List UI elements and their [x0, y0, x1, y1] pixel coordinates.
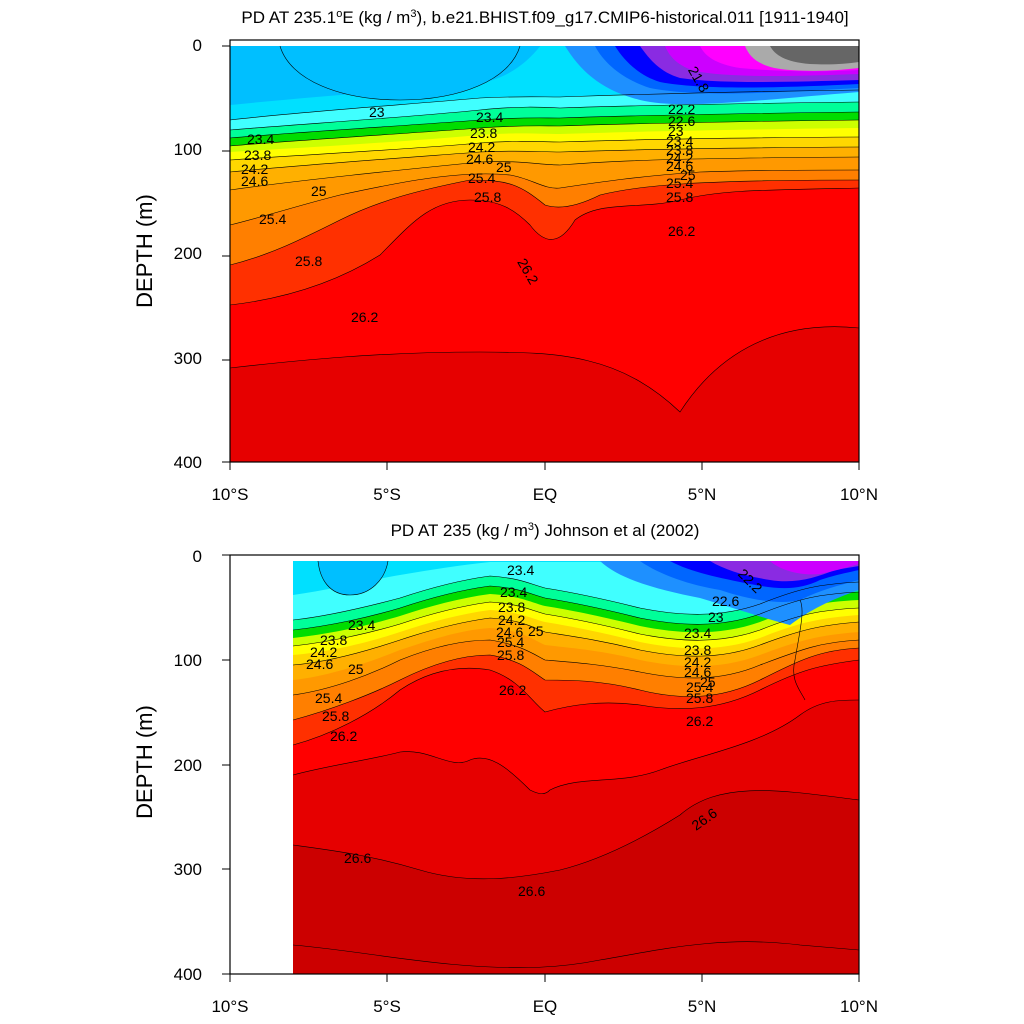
y-tick-label: 0: [193, 547, 202, 566]
contour-label: 24.2: [310, 644, 337, 660]
y-tick-label: 100: [174, 651, 202, 670]
panel-observations: PD AT 235 (kg / m3) Johnson et al (2002): [132, 521, 878, 1016]
contour-label: 24.6: [241, 173, 268, 189]
x-tick-label: EQ: [533, 485, 558, 504]
contour-label: 23.4: [500, 584, 527, 600]
contour-label: 24.6: [306, 656, 333, 672]
contour-label: 25: [680, 167, 696, 183]
contour-label: 26.6: [344, 850, 371, 866]
chart-title-observations: PD AT 235 (kg / m3) Johnson et al (2002): [391, 521, 700, 540]
y-tick-label: 300: [174, 349, 202, 368]
contour-label: 24.2: [684, 654, 711, 670]
contour-label: 23.4: [476, 109, 503, 125]
x-tick-label: 10°S: [211, 997, 248, 1016]
plot-area-model: 23 23.4 23.8 24.2 24.6 25 25.4 25.8 26.2…: [229, 39, 860, 463]
contour-label: 25.8: [686, 690, 713, 706]
contour-label: 24.6: [684, 664, 711, 680]
y-axis-model: 0 100 200 300 400 DEPTH (m): [132, 36, 230, 472]
contour-lines-observations: [293, 561, 859, 969]
x-axis-model: 10°S 5°S EQ 5°N 10°N: [211, 462, 878, 504]
contour-label: 23.4: [507, 562, 534, 578]
contour-label: 26.2: [668, 223, 695, 239]
contour-label: 23: [708, 609, 724, 625]
contour-label: 25.4: [315, 690, 342, 706]
contour-label: 25: [496, 159, 512, 175]
contour-label: 22.6: [668, 113, 695, 129]
contour-lines-model: [230, 46, 859, 413]
x-tick-label: 5°N: [688, 485, 717, 504]
contour-label: 23.8: [320, 632, 347, 648]
x-tick-label: 5°S: [373, 997, 401, 1016]
contour-label: 23.4: [348, 617, 375, 633]
contour-label: 23.8: [666, 142, 693, 158]
contour-label: 25.4: [686, 679, 713, 695]
contour-label: 24.2: [498, 612, 525, 628]
x-tick-label: 10°N: [840, 485, 878, 504]
contour-label: 24.2: [241, 161, 268, 177]
x-tick-label: 10°N: [840, 997, 878, 1016]
contour-label: 23: [668, 123, 684, 139]
y-axis-observations: 0 100 200 300 400 DEPTH (m): [132, 547, 230, 984]
y-tick-label: 0: [193, 36, 202, 55]
contour-label: 24.6: [496, 624, 523, 640]
y-axis-title: DEPTH (m): [132, 705, 157, 819]
y-tick-label: 100: [174, 140, 202, 159]
contour-label: 24.2: [666, 150, 693, 166]
contour-label: 25: [528, 623, 544, 639]
contour-label: 22.6: [712, 593, 739, 609]
x-tick-label: 5°S: [373, 485, 401, 504]
contour-label: 26.6: [518, 883, 545, 899]
contour-label: 26.2: [686, 713, 713, 729]
y-tick-label: 400: [174, 453, 202, 472]
contour-label: 25.8: [497, 647, 524, 663]
y-tick-label: 200: [174, 244, 202, 263]
contour-label: 23.4: [247, 131, 274, 147]
filled-contours-model: [230, 46, 859, 462]
y-tick-label: 400: [174, 965, 202, 984]
contour-label: 22.2: [668, 101, 695, 117]
contour-label: 24.2: [468, 139, 495, 155]
contour-labels-observations: 23.4 23.4 23.8 24.2 24.6 25 25.4 25.8 26…: [306, 562, 766, 899]
x-tick-label: 10°S: [211, 485, 248, 504]
contour-label: 23.4: [684, 625, 711, 641]
contour-label: 25.4: [666, 175, 693, 191]
panel-model: PD AT 235.1oE (kg / m3), b.e21.BHIST.f09…: [132, 8, 878, 504]
x-tick-label: EQ: [533, 997, 558, 1016]
contour-label: 25.4: [497, 634, 524, 650]
contour-label: 25: [700, 674, 716, 690]
contour-label: 23.4: [666, 133, 693, 149]
plot-area-observations: 23.4 23.4 23.8 24.2 24.6 25 25.4 25.8 26…: [229, 554, 860, 975]
contour-label: 25: [311, 183, 327, 199]
contour-label: 26.2: [499, 682, 526, 698]
contour-label: 25.4: [468, 170, 495, 186]
contour-label: 23.8: [684, 642, 711, 658]
x-tick-label: 5°N: [688, 997, 717, 1016]
contour-label: 23.8: [470, 125, 497, 141]
y-tick-label: 300: [174, 860, 202, 879]
contour-label: 25.8: [295, 253, 322, 269]
contour-label: 23.8: [498, 599, 525, 615]
contour-label: 25.8: [666, 189, 693, 205]
contour-label: 25.8: [322, 708, 349, 724]
contour-label: 24.6: [666, 158, 693, 174]
contour-label: 25: [348, 661, 364, 677]
y-axis-title: DEPTH (m): [132, 194, 157, 308]
contour-label: 25.4: [259, 211, 286, 227]
y-tick-label: 200: [174, 756, 202, 775]
contour-label: 26.2: [351, 309, 378, 325]
contour-label: 23: [369, 104, 385, 120]
x-axis-observations: 10°S 5°S EQ 5°N 10°N: [211, 974, 878, 1016]
contour-label: 24.6: [466, 151, 493, 167]
contour-label: 26.2: [330, 728, 357, 744]
contour-label: 25.8: [474, 189, 501, 205]
chart-title-model: PD AT 235.1oE (kg / m3), b.e21.BHIST.f09…: [241, 8, 848, 27]
contour-label: 23.8: [244, 147, 271, 163]
filled-contours-observations: [293, 561, 859, 974]
